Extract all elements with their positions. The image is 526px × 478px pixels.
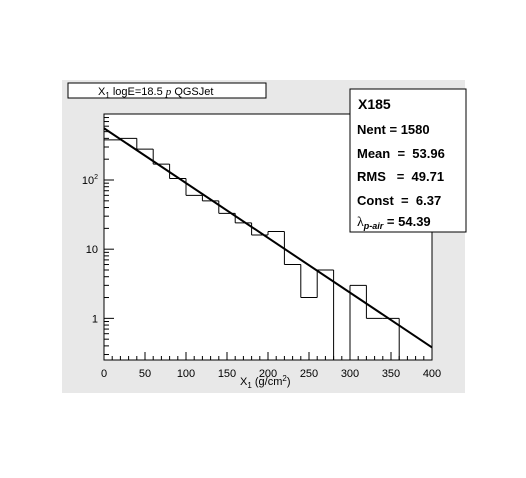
- histogram-bin: [365, 285, 383, 319]
- x-tick-label: 350: [382, 368, 400, 380]
- fit-line: [103, 127, 433, 349]
- y-tick-label: 1: [92, 313, 98, 325]
- stats-const: Const = 6.37: [357, 193, 441, 208]
- stats-lambda: λp-air = 54.39: [357, 214, 431, 231]
- y-tick-label: 102: [82, 174, 98, 187]
- x-axis: 0 50 100 150 200 250 300 350 400: [101, 352, 441, 380]
- y-axis: 1 10 102: [82, 113, 114, 356]
- histogram-bin: [316, 269, 334, 298]
- stats-entries: Nent = 1580: [357, 122, 430, 137]
- svg-text:X1 (g/cm2): X1 (g/cm2): [240, 374, 290, 390]
- x-axis-label: X1 (g/cm2): [240, 374, 290, 390]
- x-tick-label: 200: [259, 368, 277, 380]
- stats-mean: Mean = 53.96: [357, 146, 445, 161]
- histogram-bin: [300, 264, 318, 299]
- histogram-series: [103, 137, 432, 361]
- x-tick-label: 150: [218, 368, 236, 380]
- histogram-bin: [185, 178, 203, 196]
- histogram-bin: [201, 195, 219, 202]
- stats-box: X185 Nent = 1580 Mean = 53.96 RMS = 49.7…: [349, 88, 467, 233]
- x-tick-label: 100: [177, 368, 195, 380]
- x-tick-label: 50: [139, 368, 151, 380]
- y-tick-label: 10: [86, 244, 98, 256]
- histogram-bin: [136, 138, 154, 150]
- x-tick-label: 400: [423, 368, 441, 380]
- stats-name: X185: [358, 96, 391, 112]
- histogram-bin: [103, 139, 121, 360]
- fit-line-segment: [103, 127, 433, 349]
- x-tick-label: 250: [300, 368, 318, 380]
- x-tick-label: 300: [341, 368, 359, 380]
- stats-rms: RMS = 49.71: [357, 169, 444, 184]
- x-tick-label: 0: [101, 368, 107, 380]
- histogram-bin: [267, 231, 285, 236]
- histogram-bin: [349, 284, 367, 360]
- chart-title: X1 logE=18.5 p QGSJet: [98, 86, 213, 100]
- chart-title-box: X1 logE=18.5 p QGSJet: [67, 82, 267, 100]
